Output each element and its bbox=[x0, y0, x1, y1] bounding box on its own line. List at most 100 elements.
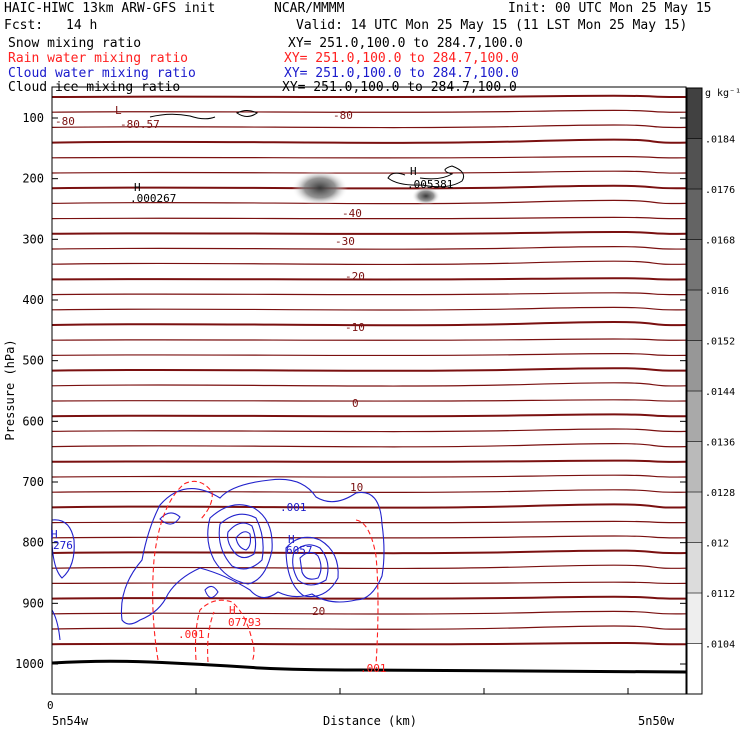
ice-high-mark-left: H bbox=[134, 181, 141, 194]
isotherm-line bbox=[51, 581, 687, 585]
y-tick-label: 1000 bbox=[15, 657, 44, 671]
ice-high-mark-right: H bbox=[410, 165, 417, 178]
isotherm-line bbox=[51, 231, 687, 235]
colorbar-swatch bbox=[687, 138, 702, 190]
field-rain-label: Rain water mixing ratio bbox=[8, 51, 189, 66]
colorbar-tick-label: .0176 bbox=[705, 185, 735, 196]
plot-border bbox=[51, 86, 687, 695]
field-cloudwater-label: Cloud water mixing ratio bbox=[8, 66, 196, 81]
isotherm-line bbox=[51, 124, 687, 129]
x-right-label: 5n50w bbox=[638, 714, 675, 728]
isotherm-line bbox=[51, 277, 687, 281]
cloud-water-high-mark-left: H bbox=[51, 528, 58, 541]
isotherm-line bbox=[51, 199, 687, 205]
isotherm-line bbox=[51, 489, 687, 493]
cloud-water-high-mark: H bbox=[288, 533, 295, 546]
colorbar-tick-label: .0136 bbox=[705, 438, 735, 449]
isotherm-line bbox=[51, 382, 687, 387]
plot-frame bbox=[51, 86, 687, 695]
isotherm-line bbox=[51, 138, 687, 144]
cloud-water-high-value-left: 276 bbox=[53, 539, 73, 552]
colorbar-swatch bbox=[687, 340, 702, 392]
cloud-water-value-label: .001 bbox=[280, 501, 307, 514]
y-tick-label: 700 bbox=[22, 475, 44, 489]
isotherm-label-minus30: -30 bbox=[335, 235, 355, 248]
isotherm-line bbox=[51, 292, 687, 296]
isotherm-label-minus10: -10 bbox=[345, 321, 365, 334]
isotherm-line bbox=[51, 503, 687, 509]
agency-label: NCAR/MMMM bbox=[274, 1, 345, 16]
temperature-contours bbox=[51, 94, 687, 646]
isotherm-line bbox=[51, 353, 687, 357]
colorbar-tick-label: .0152 bbox=[705, 337, 735, 348]
colorbar: .0104 .0112 .012 .0128 .0136 .0144 .0152 .016 .0… bbox=[686, 87, 735, 695]
isotherm-line bbox=[51, 564, 687, 570]
model-title: HAIC-HIWC 13km ARW-GFS init bbox=[4, 1, 216, 16]
init-time: Init: 00 UTC Mon 25 May 15 bbox=[508, 1, 712, 16]
isotherm-label-20: 20 bbox=[312, 605, 325, 618]
isotherm-line bbox=[51, 338, 687, 341]
y-tick-label: 300 bbox=[22, 232, 44, 246]
terrain-surface bbox=[51, 659, 687, 674]
cloud-ice-contours bbox=[149, 110, 465, 188]
isotherm-label-minus20: -20 bbox=[345, 270, 365, 283]
field-snow-xy: XY= 251.0,100.0 to 284.7,100.0 bbox=[288, 36, 523, 51]
isotherm-line bbox=[51, 428, 687, 433]
isotherm-line bbox=[51, 367, 687, 372]
y-tick-label: 500 bbox=[22, 354, 44, 368]
colorbar-tick-label: .0184 bbox=[705, 135, 735, 146]
colorbar-tick-label: .0112 bbox=[705, 589, 735, 600]
isotherm-label-minus80-center: -80 bbox=[333, 109, 353, 122]
cloud-water-contours bbox=[51, 478, 385, 641]
isotherm-line bbox=[51, 535, 687, 539]
rain-water-contours bbox=[152, 480, 379, 666]
x-axis-title: Distance (km) bbox=[323, 714, 417, 728]
isotherm-line bbox=[51, 306, 687, 311]
valid-time: Valid: 14 UTC Mon 25 May 15 (11 LST Mon … bbox=[296, 18, 688, 33]
colorbar-unit: g kg⁻¹ bbox=[705, 88, 740, 99]
isotherm-line bbox=[51, 625, 687, 630]
y-tick-label: 900 bbox=[22, 596, 44, 610]
isotherm-line bbox=[51, 94, 687, 99]
isotherm-line bbox=[51, 156, 687, 159]
isotherm-line bbox=[51, 321, 687, 327]
isotherm-line bbox=[51, 549, 687, 555]
low-value: -80.57 bbox=[120, 118, 160, 131]
forecast-hour: 14 h bbox=[66, 18, 98, 33]
rain-high-mark: H bbox=[229, 604, 236, 617]
isotherm-label-minus80-left: -80 bbox=[55, 115, 75, 128]
colorbar-swatch bbox=[687, 441, 702, 493]
isotherm-label-0: 0 bbox=[352, 397, 359, 410]
colorbar-swatch bbox=[687, 593, 702, 644]
y-tick-label: 400 bbox=[22, 293, 44, 307]
ice-high-value-left: .000267 bbox=[130, 192, 176, 205]
colorbar-swatch bbox=[687, 239, 702, 291]
isotherm-line bbox=[51, 109, 687, 113]
field-rain-xy: XY= 251.0,100.0 to 284.7,100.0 bbox=[284, 51, 519, 66]
isotherm-line bbox=[51, 216, 687, 220]
colorbar-swatch bbox=[687, 88, 702, 139]
isotherm-line bbox=[51, 610, 687, 615]
forecast-label: Fcst: bbox=[4, 18, 44, 33]
rain-high-value: 07793 bbox=[228, 616, 261, 629]
cloud-water-high-value: 6057 bbox=[286, 544, 313, 557]
snow-maximum-shading bbox=[292, 170, 348, 206]
colorbar-tick-label: .012 bbox=[705, 539, 729, 550]
field-snow-label: Snow mixing ratio bbox=[8, 36, 142, 51]
isotherm-line bbox=[51, 443, 687, 448]
isotherm-line bbox=[51, 520, 687, 524]
colorbar-swatch bbox=[687, 189, 702, 240]
y-tick-label: 200 bbox=[22, 172, 44, 186]
x-left-label: 5n54w bbox=[52, 714, 89, 728]
isotherm-line bbox=[51, 413, 687, 418]
y-tick-label: 800 bbox=[22, 536, 44, 550]
isotherm-line bbox=[51, 642, 687, 646]
isotherm-line bbox=[51, 260, 687, 266]
rain-value-label-left: .001 bbox=[178, 628, 205, 641]
ice-high-value-right: .005381 bbox=[407, 178, 453, 191]
isotherm-line bbox=[51, 595, 687, 600]
colorbar-tick-label: .0168 bbox=[705, 236, 735, 247]
colorbar-swatch bbox=[687, 643, 702, 695]
rain-value-label-right: .001 bbox=[360, 662, 387, 675]
